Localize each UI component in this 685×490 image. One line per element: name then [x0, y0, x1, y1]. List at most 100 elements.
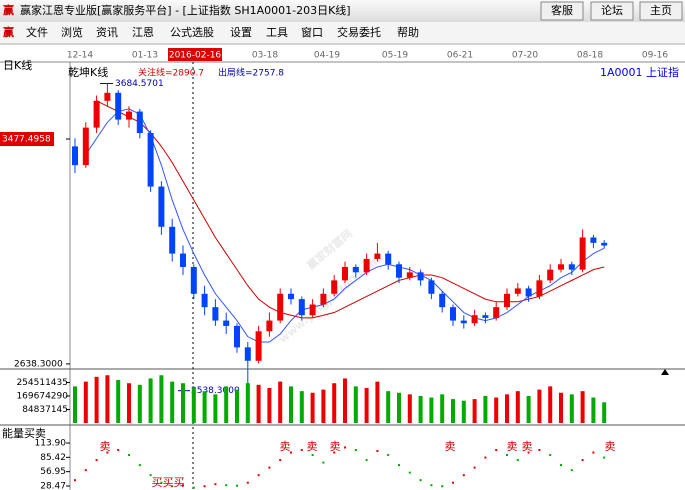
indicator-point: [160, 481, 163, 484]
menu-item[interactable]: 窗口: [301, 25, 323, 39]
pattern-label: 乾坤K线: [68, 65, 108, 79]
menu-item[interactable]: 设置: [230, 26, 252, 39]
window-button-label[interactable]: 主页: [650, 4, 672, 17]
y-tick-label: 28.47: [40, 481, 66, 490]
y-tick-label: 84837145: [22, 405, 68, 415]
indicator-point: [473, 466, 476, 469]
menu-item[interactable]: 浏览: [61, 25, 83, 39]
candle-body: [547, 269, 554, 281]
candle-body: [385, 253, 392, 265]
volume-bar: [591, 397, 596, 423]
menu-item[interactable]: 帮助: [397, 25, 419, 39]
indicator-point: [279, 459, 282, 462]
candle-body: [288, 293, 294, 300]
date-label: 08-18: [577, 51, 603, 61]
symbol-label: 1A0001 上证指: [600, 65, 679, 79]
date-label: 12-14: [67, 51, 93, 61]
moving-average: [96, 100, 605, 319]
candle-body: [590, 237, 597, 243]
candle-body: [450, 307, 456, 321]
indicator-point: [387, 454, 390, 457]
y-tick-label: 2638.3000: [14, 359, 63, 369]
date-label: 06-21: [447, 51, 473, 61]
candle-body: [536, 280, 543, 297]
candle-body: [428, 280, 435, 294]
moving-average: [85, 108, 605, 343]
indicator-point: [549, 454, 552, 457]
indicator-point: [74, 479, 76, 482]
y-tick-label: 113.90: [35, 439, 67, 449]
candle-body: [396, 264, 402, 278]
volume-bar: [483, 395, 488, 423]
app-icon: 赢: [3, 3, 14, 17]
indicator-point: [225, 484, 228, 487]
volume-bar: [580, 391, 585, 423]
volume-bar: [397, 392, 401, 423]
volume-bar: [548, 386, 553, 423]
window-button[interactable]: [540, 1, 584, 21]
signal-label: 卖: [280, 440, 291, 453]
title-bar: [0, 0, 685, 22]
candle-body: [266, 320, 273, 332]
indicator-point: [192, 486, 195, 489]
indicator-point: [484, 456, 487, 459]
indicator-point: [203, 485, 206, 488]
menu-item[interactable]: 工具: [266, 26, 288, 39]
volume-bar: [267, 387, 272, 423]
window-button[interactable]: [590, 1, 634, 21]
volume-bar: [321, 389, 326, 423]
indicator-point: [365, 459, 368, 462]
menu-item[interactable]: 资讯: [96, 26, 118, 39]
candle-body: [471, 315, 478, 324]
volume-bar: [353, 386, 358, 423]
indicator-point: [214, 483, 217, 486]
indicator-point: [268, 466, 271, 469]
candle-body: [126, 111, 132, 120]
date-label: 09-16: [642, 51, 668, 61]
window-button-label[interactable]: 客服: [551, 3, 573, 17]
indicator-point: [138, 464, 141, 467]
menu-item[interactable]: 交易委托: [337, 25, 381, 39]
volume-bar: [137, 384, 142, 423]
signal-label: 卖: [100, 440, 111, 453]
candle-body: [579, 237, 586, 270]
volume-bar: [310, 392, 315, 423]
candle-body: [212, 307, 219, 321]
volume-bar: [235, 389, 239, 423]
candle-body: [147, 132, 154, 187]
candle-body: [244, 347, 251, 361]
candle-body: [115, 92, 122, 120]
candle-body: [514, 288, 521, 294]
menu-item[interactable]: 文件: [26, 25, 48, 39]
candle-body: [601, 242, 608, 246]
candle-body: [169, 226, 176, 254]
y-tick-label: 56.95: [40, 467, 66, 477]
candle-body: [72, 146, 78, 166]
menu-item[interactable]: 公式选股: [170, 26, 214, 39]
low-label: 2538.3000: [191, 386, 240, 396]
indicator-point: [95, 459, 98, 462]
indicator-point: [333, 451, 336, 454]
volume-bar: [278, 381, 283, 423]
menu-item[interactable]: 江恩: [132, 26, 154, 39]
window-button[interactable]: [639, 1, 683, 21]
volume-bar: [245, 383, 250, 423]
indicator-point: [106, 451, 109, 454]
candle-body: [460, 320, 467, 324]
volume-bar: [202, 391, 207, 423]
candle-body: [93, 100, 100, 128]
volume-bar: [526, 395, 531, 423]
date-label: 03-18: [252, 51, 278, 61]
indicator-point: [376, 450, 379, 453]
candle-body: [417, 272, 424, 281]
volume-bar: [451, 399, 455, 423]
volume-bar: [364, 387, 369, 423]
indicator-point: [300, 449, 303, 452]
candle-body: [363, 258, 370, 273]
date-label: 07-20: [512, 51, 538, 61]
window-button-label[interactable]: 论坛: [601, 3, 623, 17]
candle-body: [255, 331, 262, 361]
candle-body: [568, 264, 575, 270]
candle-body: [190, 266, 197, 294]
